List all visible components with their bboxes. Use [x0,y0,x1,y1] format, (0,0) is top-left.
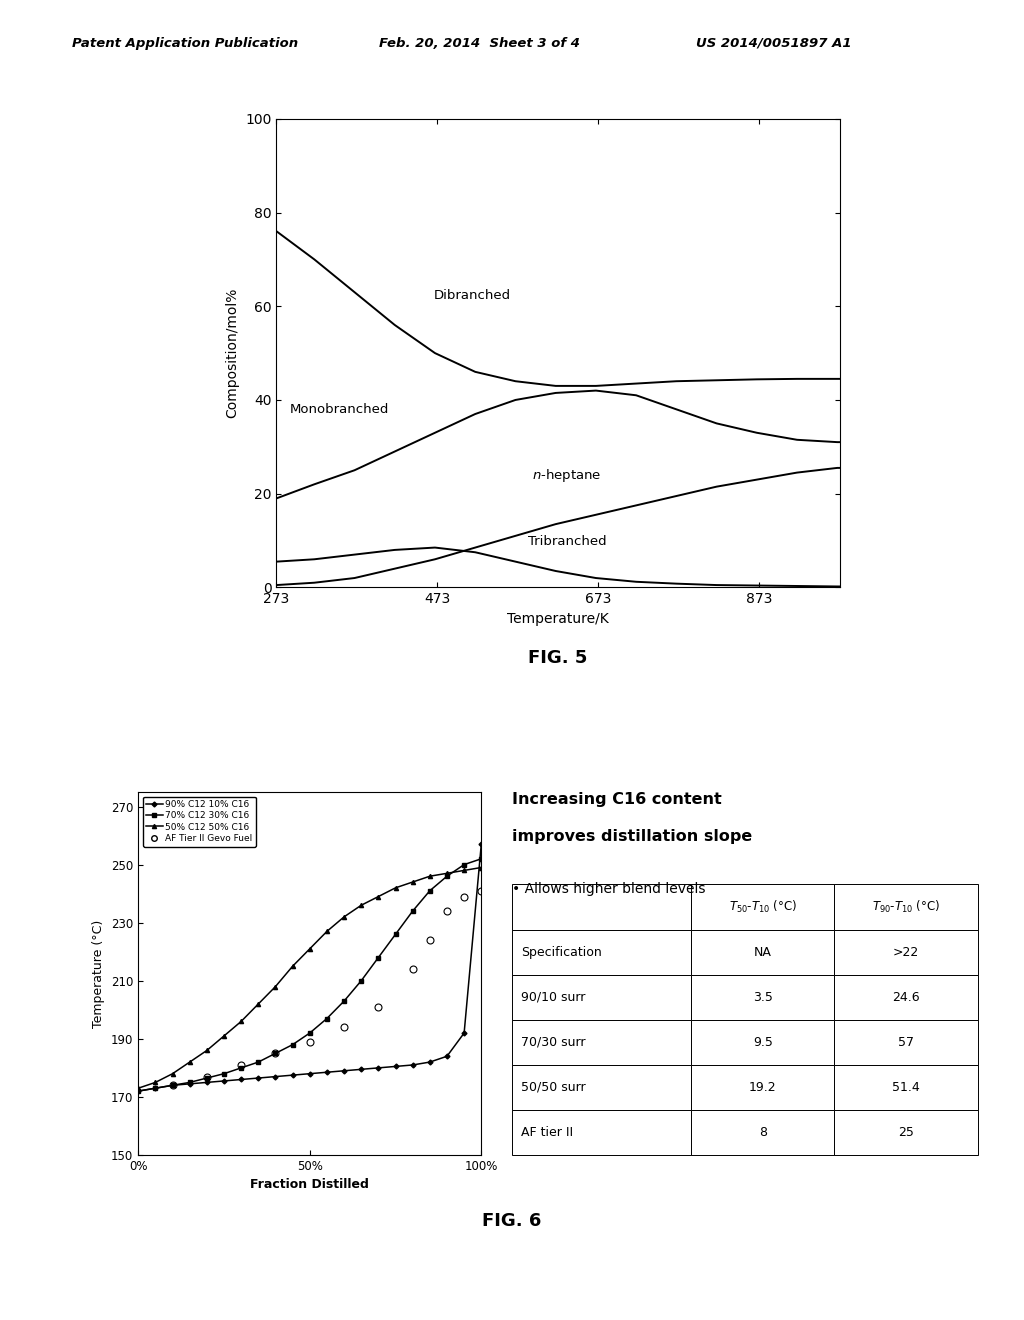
Text: FIG. 5: FIG. 5 [528,649,588,668]
Bar [512,884,691,929]
Bar [835,929,978,974]
Text: Tribranched: Tribranched [527,535,606,548]
Text: >22: >22 [893,945,920,958]
Text: • Allows higher blend levels: • Allows higher blend levels [512,882,706,896]
Text: Dibranched: Dibranched [433,289,511,301]
Bar [512,1110,691,1155]
Text: AF tier II: AF tier II [521,1126,573,1139]
Text: 70/30 surr: 70/30 surr [521,1036,586,1049]
Text: 8: 8 [759,1126,767,1139]
Text: NA: NA [754,945,772,958]
Text: 19.2: 19.2 [750,1081,777,1094]
Text: Feb. 20, 2014  Sheet 3 of 4: Feb. 20, 2014 Sheet 3 of 4 [379,37,580,50]
Bar [691,1065,835,1110]
Bar [691,1110,835,1155]
Bar [691,929,835,974]
Text: $T_{50}$-$T_{10}$ (°C): $T_{50}$-$T_{10}$ (°C) [729,899,797,915]
Text: 90/10 surr: 90/10 surr [521,990,586,1003]
Bar [835,1020,978,1065]
Text: 50/50 surr: 50/50 surr [521,1081,586,1094]
Text: 25: 25 [898,1126,914,1139]
Text: US 2014/0051897 A1: US 2014/0051897 A1 [696,37,852,50]
Text: 57: 57 [898,1036,914,1049]
Text: 24.6: 24.6 [892,990,920,1003]
Text: Patent Application Publication: Patent Application Publication [72,37,298,50]
Y-axis label: Composition/mol%: Composition/mol% [225,288,240,418]
Text: Monobranched: Monobranched [290,403,389,416]
Text: Increasing C16 content: Increasing C16 content [512,792,722,807]
Bar [691,884,835,929]
Bar [512,929,691,974]
Text: 9.5: 9.5 [753,1036,773,1049]
Bar [512,1020,691,1065]
Y-axis label: Temperature (°C): Temperature (°C) [92,919,105,1028]
Text: improves distillation slope: improves distillation slope [512,829,753,843]
Legend: 90% C12 10% C16, 70% C12 30% C16, 50% C12 50% C16, AF Tier II Gevo Fuel: 90% C12 10% C16, 70% C12 30% C16, 50% C1… [142,796,256,846]
Bar [691,974,835,1020]
Text: Specification: Specification [521,945,602,958]
Bar [835,884,978,929]
Text: $T_{90}$-$T_{10}$ (°C): $T_{90}$-$T_{10}$ (°C) [872,899,940,915]
Bar [835,1065,978,1110]
Bar [512,1065,691,1110]
Text: $n$-heptane: $n$-heptane [531,467,601,484]
X-axis label: Temperature/K: Temperature/K [507,611,609,626]
X-axis label: Fraction Distilled: Fraction Distilled [250,1179,370,1192]
Bar [835,1110,978,1155]
Text: 51.4: 51.4 [892,1081,920,1094]
Bar [691,1020,835,1065]
Text: FIG. 6: FIG. 6 [482,1212,542,1230]
Bar [512,974,691,1020]
Text: 3.5: 3.5 [753,990,773,1003]
Bar [835,974,978,1020]
